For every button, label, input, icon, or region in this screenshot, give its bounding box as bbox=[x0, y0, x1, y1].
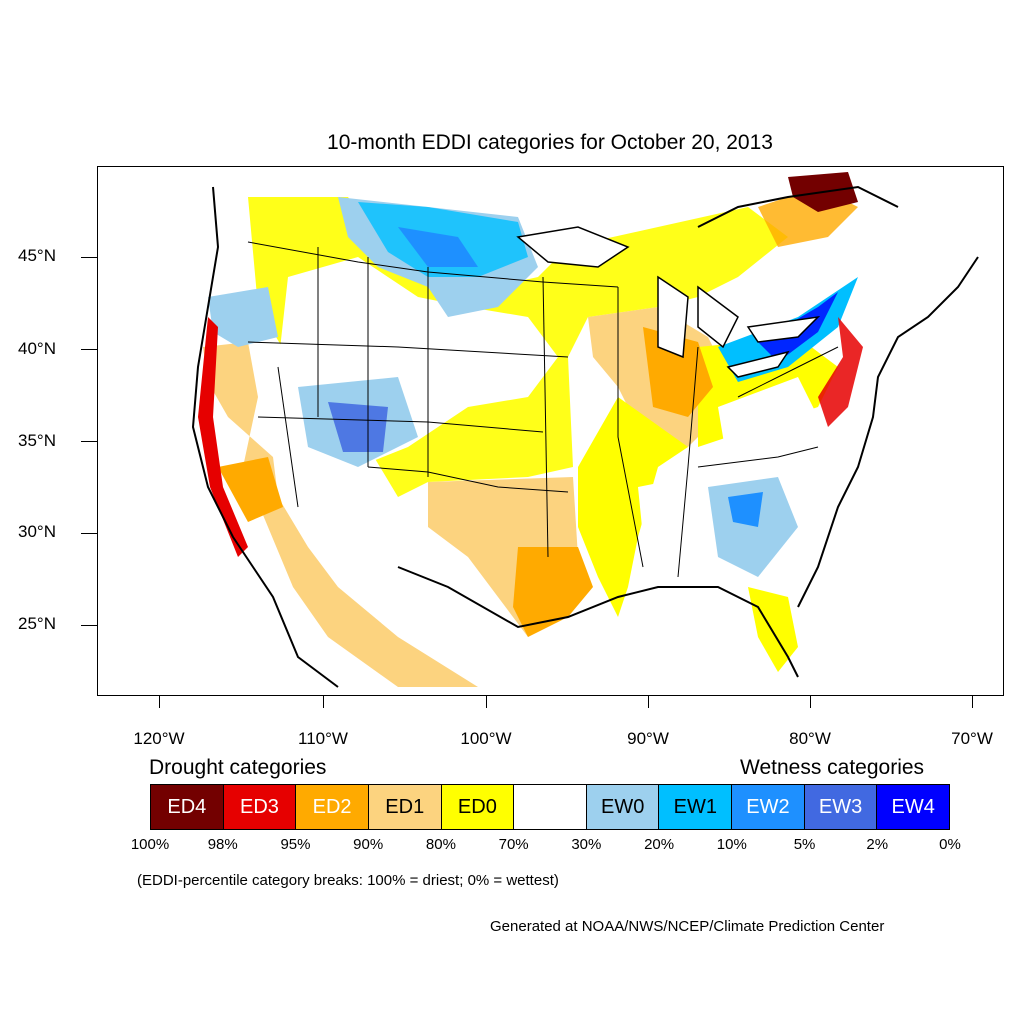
percentile-break-label: 20% bbox=[644, 836, 675, 853]
lat-tick bbox=[81, 257, 97, 258]
lon-tick bbox=[159, 696, 160, 708]
legend-swatch-ed0: ED0 bbox=[441, 785, 515, 829]
percentile-break-label: 98% bbox=[207, 836, 238, 853]
lat-label-45: 45°N bbox=[18, 246, 56, 265]
percentile-break-label: 5% bbox=[793, 836, 816, 853]
legend-swatch-ew2: EW2 bbox=[732, 785, 805, 829]
lon-tick bbox=[648, 696, 649, 708]
percentile-break-label: 90% bbox=[353, 836, 384, 853]
lon-tick bbox=[972, 696, 973, 708]
map-title: 10-month EDDI categories for October 20,… bbox=[327, 131, 773, 154]
percentile-break-label: 2% bbox=[866, 836, 889, 853]
credit-line: Generated at NOAA/NWS/NCEP/Climate Predi… bbox=[490, 918, 885, 935]
ed2-great-lakes-area bbox=[643, 327, 713, 417]
great-lakes bbox=[516, 226, 821, 378]
ew2-southeast-core bbox=[728, 492, 763, 527]
coastline bbox=[191, 185, 979, 688]
category-note: (EDDI-percentile category breaks: 100% =… bbox=[137, 872, 559, 889]
percentile-break-label: 100% bbox=[130, 836, 170, 853]
percentile-break-label: 80% bbox=[425, 836, 456, 853]
eddi-map bbox=[97, 166, 1004, 696]
lon-label-90w: 90°W bbox=[627, 729, 669, 748]
ed2-west-area bbox=[218, 457, 283, 522]
map-canvas bbox=[191, 172, 979, 688]
percentile-break-label: 30% bbox=[571, 836, 602, 853]
lat-label-25: 25°N bbox=[18, 614, 56, 633]
percentile-break-label: 10% bbox=[716, 836, 747, 853]
lat-tick bbox=[81, 441, 97, 442]
ew2-montana-core bbox=[398, 227, 478, 267]
lat-tick bbox=[81, 533, 97, 534]
ew2-colorado-core bbox=[328, 402, 388, 452]
lon-tick bbox=[323, 696, 324, 708]
lat-label-35: 35°N bbox=[18, 431, 56, 450]
ed2-texas-area bbox=[513, 547, 593, 637]
legend-swatch-ed2: ED2 bbox=[296, 785, 369, 829]
legend-swatch-ed3: ED3 bbox=[223, 785, 297, 829]
lon-tick bbox=[810, 696, 811, 708]
legend-swatch-ed1: ED1 bbox=[368, 785, 442, 829]
lon-label-110w: 110°W bbox=[298, 729, 348, 748]
state-borders bbox=[247, 241, 839, 578]
legend-swatch-ed4: ED4 bbox=[151, 785, 224, 829]
neutral-ohio-area bbox=[718, 377, 818, 467]
percentile-break-label: 95% bbox=[280, 836, 311, 853]
legend-swatch-ew3: EW3 bbox=[804, 785, 878, 829]
lat-tick bbox=[81, 625, 97, 626]
ed0-southeast-area bbox=[578, 397, 688, 617]
percentile-break-label: 70% bbox=[498, 836, 529, 853]
ed3-west-coast-edge bbox=[198, 317, 248, 557]
lat-label-30: 30°N bbox=[18, 522, 56, 541]
legend-swatch-ew4: EW4 bbox=[877, 785, 950, 829]
lat-label-40: 40°N bbox=[18, 339, 56, 358]
lon-label-80w: 80°W bbox=[789, 729, 831, 748]
ed1-west-coast-area bbox=[203, 342, 478, 687]
lon-tick bbox=[486, 696, 487, 708]
lon-label-120w: 120°W bbox=[133, 729, 185, 748]
lon-label-100w: 100°W bbox=[460, 729, 512, 748]
ed0-florida-area bbox=[748, 587, 798, 672]
legend-swatch-ew1: EW1 bbox=[659, 785, 733, 829]
category-legend: ED4 ED3 ED2 ED1 ED0 EW0 EW1 EW2 EW3 EW4 bbox=[150, 784, 950, 830]
lat-tick bbox=[81, 349, 97, 350]
ew0-pacific-northwest bbox=[208, 287, 278, 347]
lon-label-70w: 70°W bbox=[951, 729, 993, 748]
ed3-east-coast-edge bbox=[818, 317, 863, 427]
wetness-categories-heading: Wetness categories bbox=[740, 756, 925, 779]
legend-swatch-neutral bbox=[514, 785, 587, 829]
percentile-break-label: 0% bbox=[939, 836, 961, 853]
drought-categories-heading: Drought categories bbox=[149, 756, 327, 779]
legend-swatch-ew0: EW0 bbox=[586, 785, 660, 829]
